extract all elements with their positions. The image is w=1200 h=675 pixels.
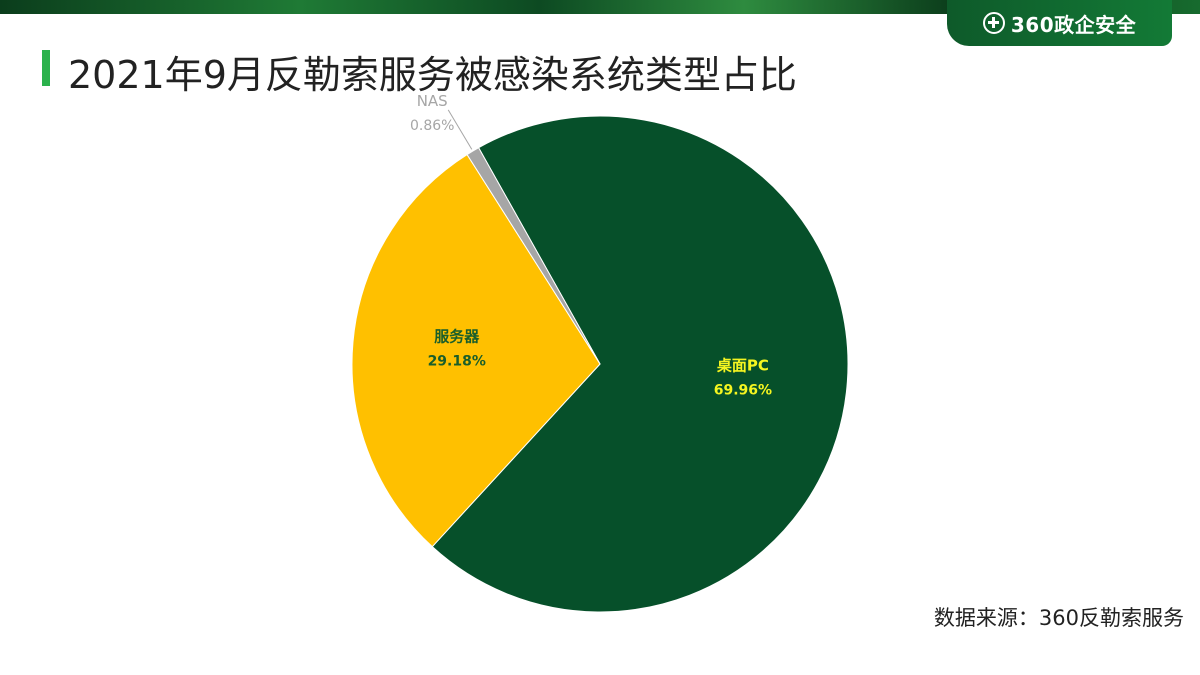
slice-name-label: 桌面PC — [716, 357, 769, 375]
slice-value-label: 69.96% — [714, 383, 772, 399]
brand-label: 360政企安全 — [1010, 12, 1137, 37]
slice-name-label: NAS — [417, 92, 448, 110]
page-title: 2021年9月反勒索服务被感染系统类型占比 — [68, 53, 797, 97]
slice-value-label: 29.18% — [428, 353, 486, 369]
brand-logo: 360政企安全 — [947, 0, 1172, 46]
pie-slice — [431, 115, 849, 613]
slice-name-label: 服务器 — [434, 327, 480, 345]
leader-line — [447, 109, 473, 150]
pie-slice — [351, 153, 601, 548]
top-decorative-band — [0, 0, 1200, 14]
data-source-note: 数据来源：360反勒索服务 — [933, 606, 1184, 630]
slice-value-label: 0.86% — [410, 118, 454, 134]
brand-plus-icon — [982, 12, 1005, 34]
pie-slice — [466, 147, 601, 365]
title-accent-bar — [42, 50, 50, 86]
pie-slices — [351, 115, 849, 613]
pie-labels: 桌面PC 69.96% 服务器 29.18% NAS 0.86% — [410, 92, 772, 399]
